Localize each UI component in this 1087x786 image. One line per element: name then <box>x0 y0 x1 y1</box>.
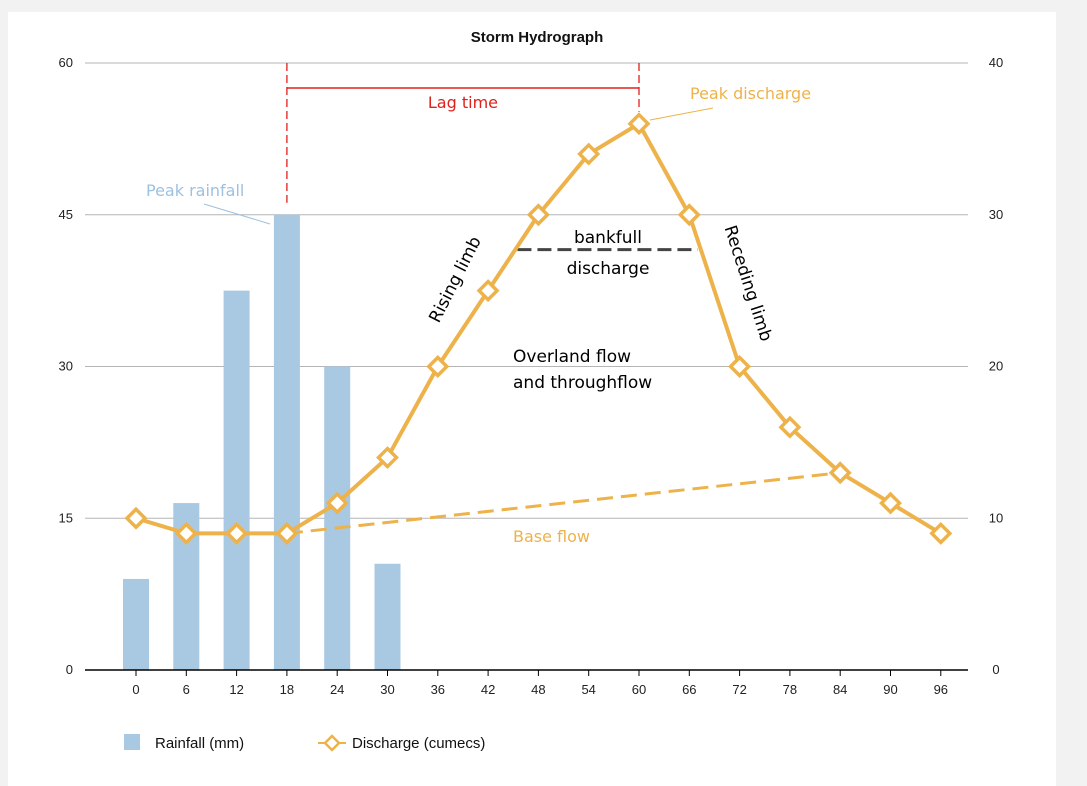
legend-discharge-marker <box>323 734 341 752</box>
discharge-marker <box>627 112 651 136</box>
x-tick-label: 24 <box>330 682 344 697</box>
reference-lines <box>286 248 841 535</box>
peak-rainfall-label: Peak rainfall <box>146 181 244 200</box>
x-tick-label: 0 <box>132 682 139 697</box>
legend: Rainfall (mm) Discharge (cumecs) <box>124 734 485 752</box>
discharge-marker <box>376 446 399 470</box>
rainfall-bar <box>374 563 401 670</box>
x-tick-label: 6 <box>183 682 190 697</box>
discharge-marker <box>577 142 601 166</box>
peak-discharge-pointer <box>649 107 714 121</box>
y-right-tick-label: 10 <box>989 510 1003 525</box>
rainfall-bar <box>223 290 250 670</box>
rainfall-bar <box>123 578 149 670</box>
axes: 0 0 15 10 30 20 45 30 60 40 0 6 12 18 24 30 36 42 48 54 60 66… <box>59 55 1004 697</box>
x-tick-label: 30 <box>380 682 394 697</box>
rising-limb-label: Rising limb <box>425 233 485 326</box>
gridlines <box>85 62 968 519</box>
y-left-tick-label: 30 <box>59 359 73 374</box>
y-right-tick-label: 20 <box>989 359 1003 374</box>
y-left-tick-label: 45 <box>59 207 73 222</box>
discharge-marker <box>476 279 500 303</box>
discharge-marker <box>929 521 953 545</box>
y-left-tick-label: 60 <box>59 55 73 70</box>
discharge-series <box>124 112 953 545</box>
rainfall-bars <box>123 214 401 670</box>
x-tick-label: 42 <box>481 682 495 697</box>
base-flow-line <box>286 471 841 535</box>
y-left-tick-label: 0 <box>66 662 73 677</box>
x-tick-label: 54 <box>581 682 595 697</box>
x-tick-label: 66 <box>682 682 696 697</box>
lag-time-label: Lag time <box>428 93 498 112</box>
y-right-tick-label: 30 <box>989 207 1003 222</box>
peak-discharge-label: Peak discharge <box>690 84 811 103</box>
bankfull-label-line1: bankfull <box>574 228 642 248</box>
discharge-marker <box>526 203 550 227</box>
overland-flow-label-line1: Overland flow <box>513 347 631 367</box>
legend-rainfall-swatch <box>124 734 140 750</box>
bankfull-label-line2: discharge <box>567 259 650 279</box>
discharge-marker <box>778 415 802 439</box>
x-tick-label: 78 <box>783 682 797 697</box>
chart-title: Storm Hydrograph <box>471 29 604 46</box>
discharge-marker <box>124 506 148 530</box>
legend-rainfall-label: Rainfall (mm) <box>155 735 244 752</box>
y-right-tick-label: 40 <box>989 55 1003 70</box>
x-tick-label: 96 <box>934 682 948 697</box>
x-tick-label: 18 <box>280 682 294 697</box>
y-left-tick-label: 15 <box>59 510 73 525</box>
lag-time-marker <box>286 63 640 203</box>
overland-flow-label-line2: and throughflow <box>513 373 652 393</box>
discharge-marker <box>325 491 349 515</box>
x-tick-label: 90 <box>883 682 897 697</box>
x-tick-label: 12 <box>229 682 243 697</box>
base-flow-label: Base flow <box>513 527 590 546</box>
discharge-marker <box>426 355 450 378</box>
discharge-marker <box>828 461 852 485</box>
discharge-marker <box>879 491 902 515</box>
x-tick-label: 72 <box>732 682 746 697</box>
discharge-line <box>135 121 942 536</box>
rainfall-bar <box>273 214 300 670</box>
discharge-marker <box>728 355 752 378</box>
discharge-marker <box>677 203 701 227</box>
x-tick-label: 48 <box>531 682 545 697</box>
y-right-tick-label: 0 <box>992 662 999 677</box>
rainfall-bar <box>324 366 351 670</box>
x-tick-label: 36 <box>431 682 445 697</box>
chart-frame: Storm Hydrograph 0 0 15 10 30 20 45 30 60 40 0 6 12 1… <box>8 12 1056 786</box>
peak-rainfall-pointer <box>203 203 271 225</box>
discharge-marker <box>174 521 198 545</box>
legend-discharge-label: Discharge (cumecs) <box>352 735 485 752</box>
x-tick-label: 84 <box>833 682 847 697</box>
storm-hydrograph-chart: Storm Hydrograph 0 0 15 10 30 20 45 30 60 40 0 6 12 1… <box>59 29 1004 752</box>
discharge-marker <box>225 521 249 545</box>
x-tick-label: 60 <box>632 682 646 697</box>
discharge-marker <box>275 521 299 545</box>
